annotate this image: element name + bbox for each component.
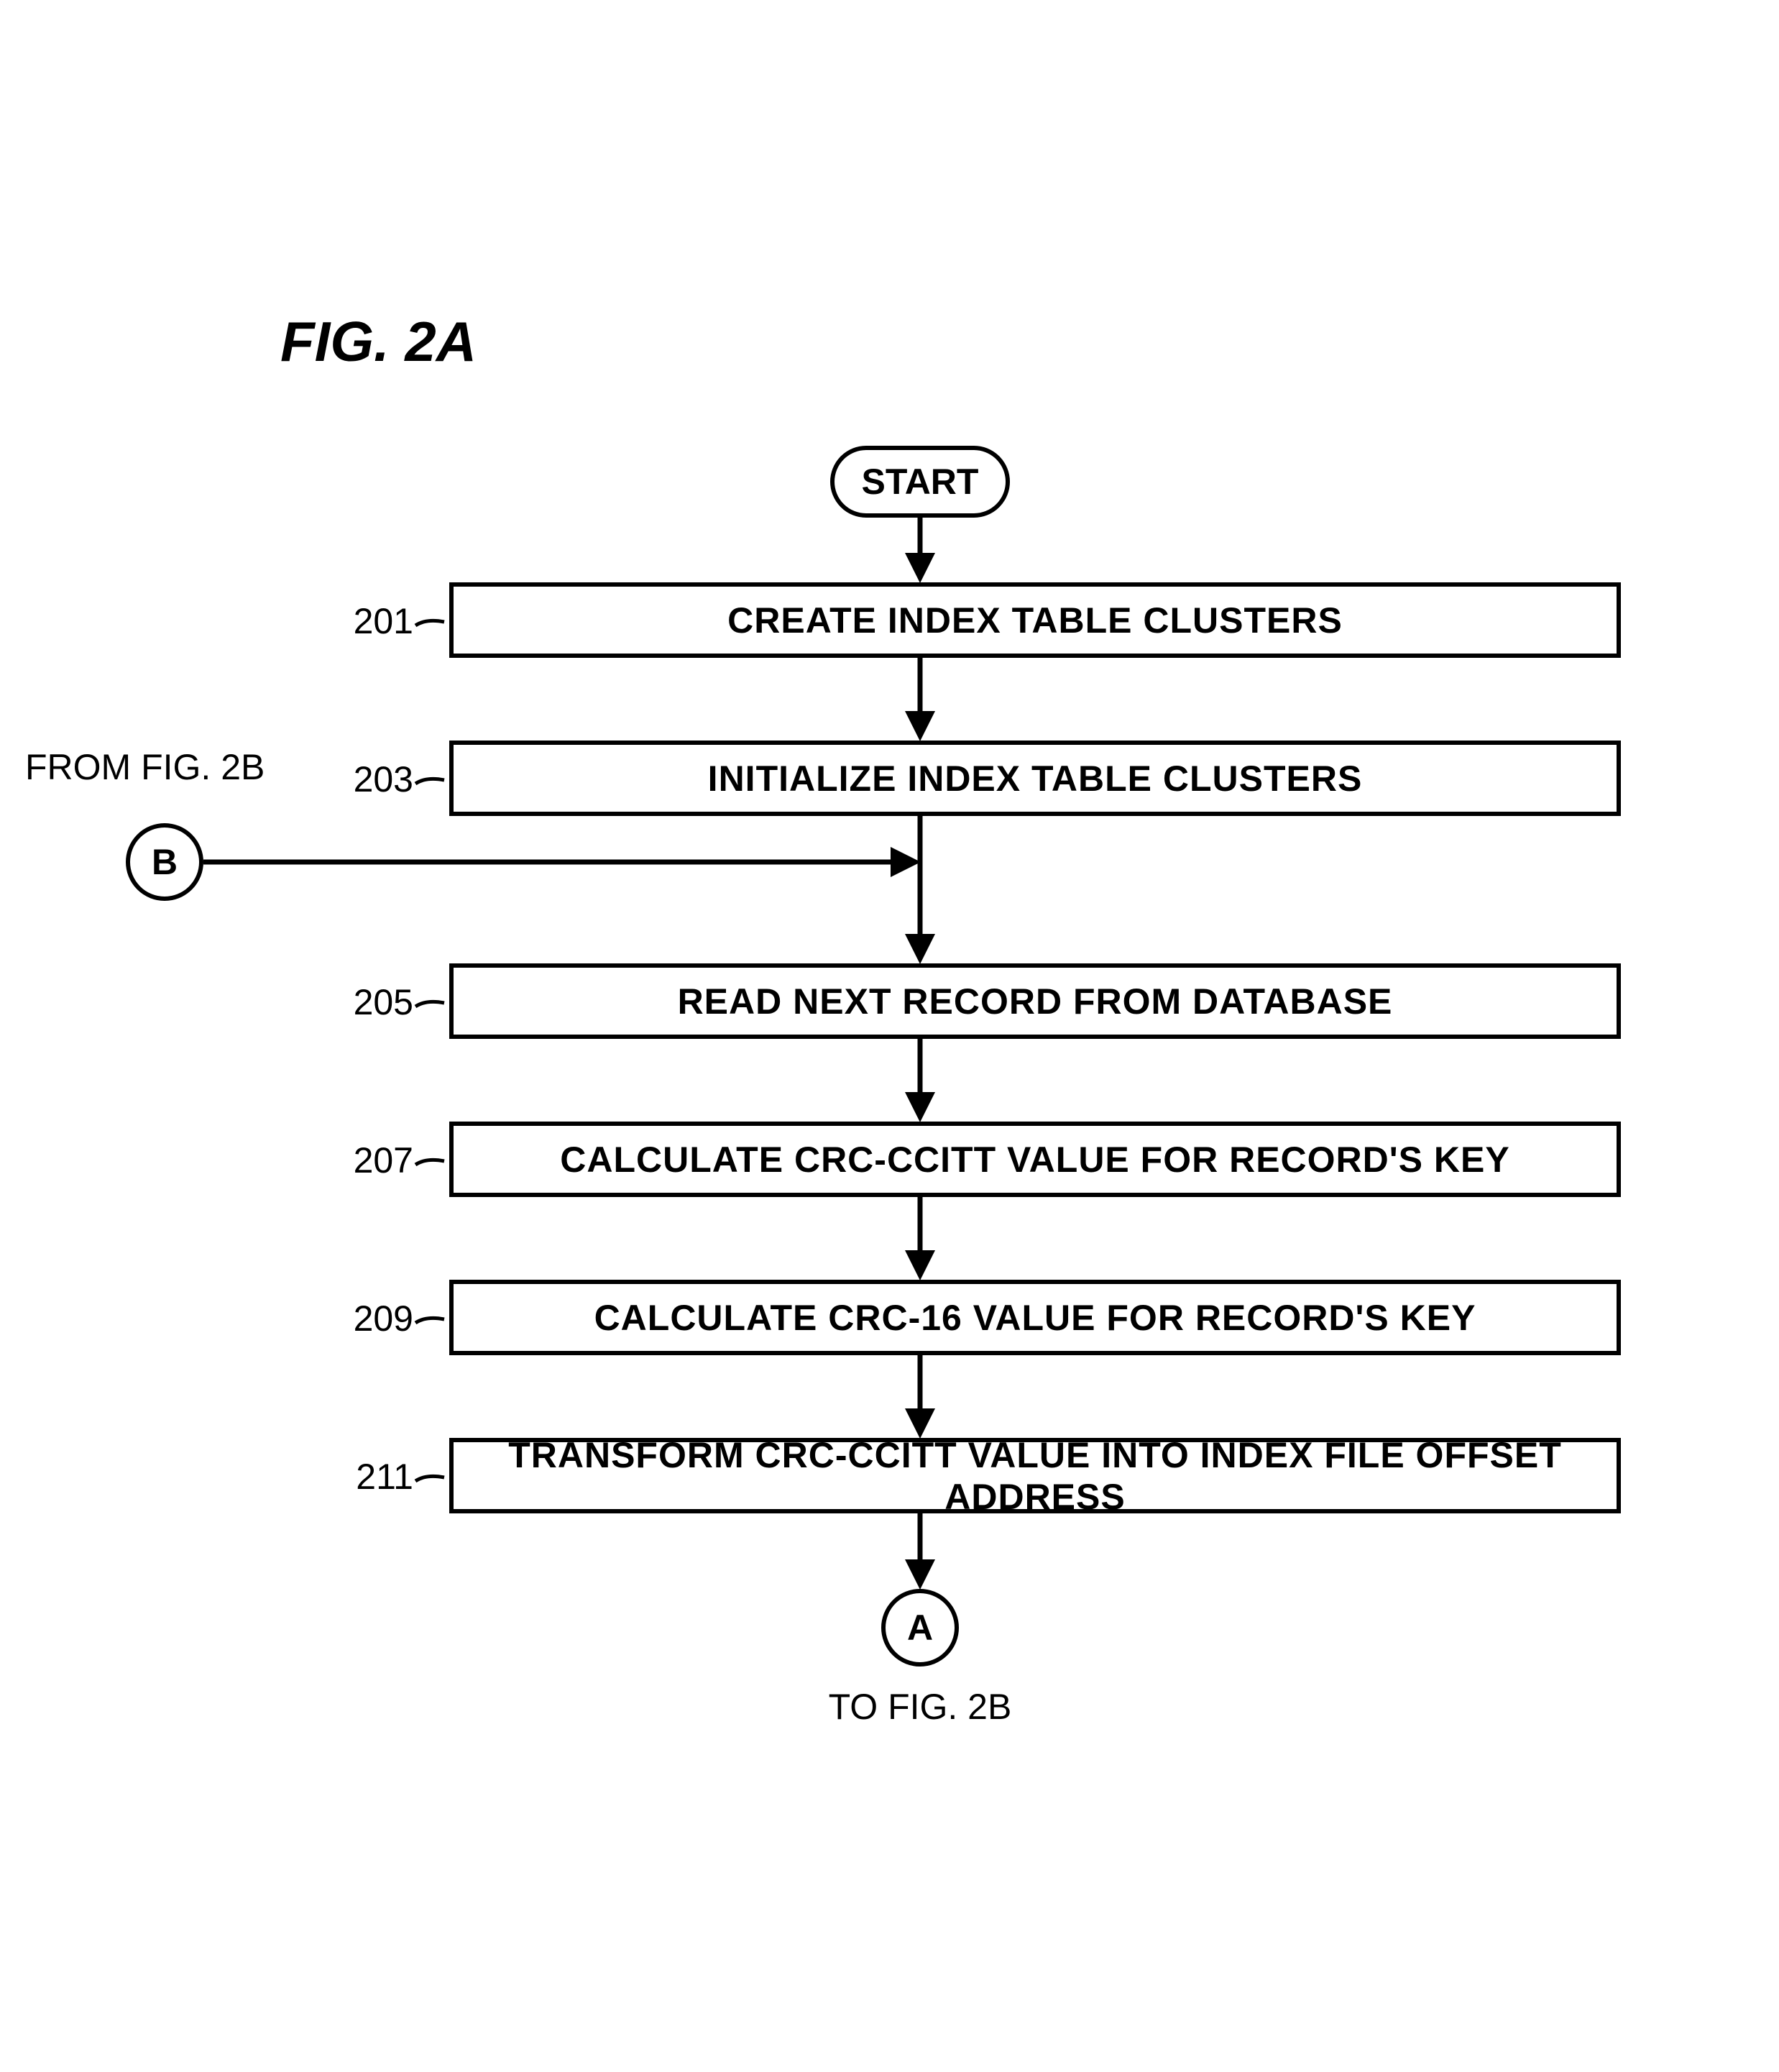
label-205: 205 [341, 981, 413, 1023]
step-205: READ NEXT RECORD FROM DATABASE [449, 963, 1621, 1039]
start-terminal: START [830, 446, 1010, 518]
figure-title: FIG. 2A [280, 309, 477, 375]
to-fig-label: TO FIG. 2B [819, 1686, 1021, 1728]
connector-b: B [126, 823, 203, 901]
step-203: INITIALIZE INDEX TABLE CLUSTERS [449, 741, 1621, 816]
label-207: 207 [341, 1140, 413, 1181]
step-211: TRANSFORM CRC-CCITT VALUE INTO INDEX FIL… [449, 1438, 1621, 1513]
label-201: 201 [341, 600, 413, 642]
from-fig-label: FROM FIG. 2B [25, 746, 265, 788]
label-209: 209 [341, 1298, 413, 1339]
flowchart-canvas: FIG. 2A START CREATE INDEX TABLE CLUSTER… [0, 0, 1779, 2072]
step-209: CALCULATE CRC-16 VALUE FOR RECORD'S KEY [449, 1280, 1621, 1355]
label-211: 211 [341, 1456, 413, 1498]
connector-a: A [881, 1589, 959, 1667]
step-207: CALCULATE CRC-CCITT VALUE FOR RECORD'S K… [449, 1122, 1621, 1197]
label-203: 203 [341, 758, 413, 800]
step-201: CREATE INDEX TABLE CLUSTERS [449, 582, 1621, 658]
